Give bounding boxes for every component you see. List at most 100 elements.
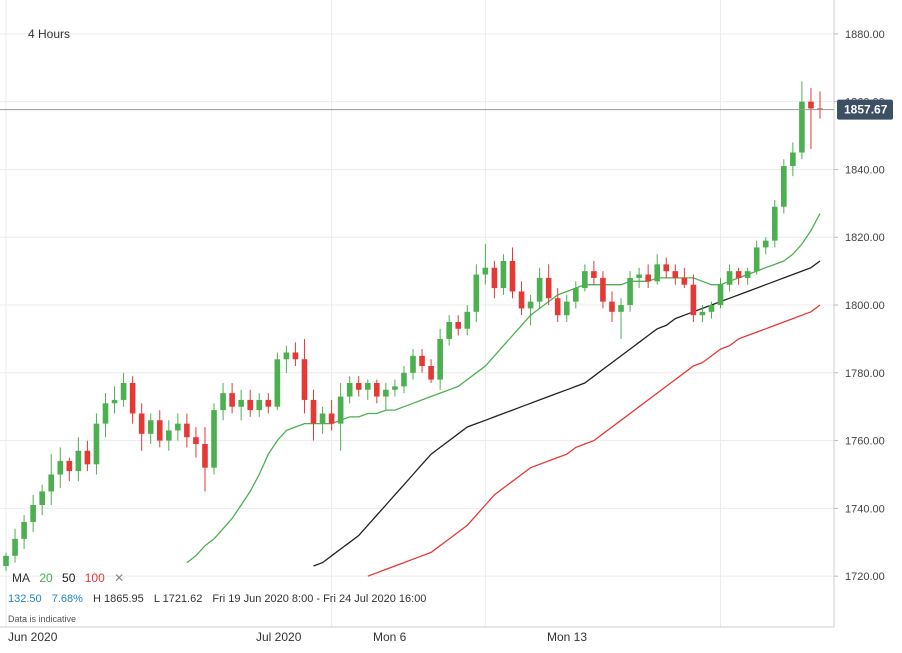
candle-up [726,264,733,292]
candle-body [328,413,335,424]
candle-down [518,281,525,316]
candle-body [220,393,226,411]
candle-body [762,240,769,248]
candle-down [84,440,91,472]
candle-up [563,294,570,322]
y-tick-label: 1720.00 [845,571,885,583]
candle-body [690,284,697,316]
candle-up [482,244,489,285]
candle-down [265,393,272,414]
candle-up [392,379,398,397]
candle-body [672,271,679,278]
candle-up [437,328,443,390]
candle-down [681,267,688,289]
candle-body [355,382,362,390]
candle-up [39,484,45,516]
candle-up [346,376,353,404]
candle-up [627,271,633,312]
candle-body [591,271,597,278]
candle-down [690,274,697,322]
candle-down [428,359,434,383]
candle-body [383,389,389,397]
moving-average-layer [186,213,821,577]
candle-body [717,284,724,306]
candle-up [582,264,588,292]
ma-20-line [186,213,821,564]
candle-body [374,382,380,397]
candle-body [627,277,633,306]
candle-body [419,355,425,367]
ma-50-label[interactable]: 50 [62,571,76,585]
x-tick-label: Jul 2020 [256,630,302,644]
candle-body [147,420,154,434]
candle-up [527,294,534,326]
ma-100-line [367,304,821,577]
candle-body [582,271,588,289]
timeframe-label[interactable]: 4 Hours [28,27,71,41]
candle-body [30,504,36,522]
x-tick-label: Jun 2020 [8,630,58,644]
candle-body [21,521,27,539]
candle-down [545,264,552,306]
ma-label: MA [12,571,30,585]
candle-body [428,366,434,380]
ma-100-label[interactable]: 100 [84,571,105,585]
ma-20-label[interactable]: 20 [39,571,53,585]
disclaimer-note: Data is indicative [8,614,77,624]
candle-down [229,382,235,414]
candle-body [175,423,181,431]
candle-down [328,399,335,431]
candle-up [165,420,172,451]
candle-body [392,386,398,390]
candle-body [699,311,706,316]
current-price-layer: 1857.67 [0,99,893,120]
candle-down [455,315,462,336]
candle-body [193,437,199,444]
candle-up [654,254,661,285]
candle-down [817,91,823,119]
candle-up [753,240,760,275]
candle-down [609,291,615,322]
candle-body [645,274,651,282]
candle-body [808,101,814,109]
y-tick-label: 1880.00 [845,29,885,41]
candle-body [636,274,642,278]
candle-up [175,413,181,441]
candle-up [618,298,624,339]
candle-body [102,403,109,424]
candle-down [600,271,606,309]
candle-body [781,166,787,207]
candle-up [93,413,100,475]
candle-down [301,338,308,414]
candle-down [355,376,362,397]
candle-body [211,410,217,468]
candle-up [536,267,543,309]
candle-up [799,81,805,160]
close-icon[interactable]: ✕ [114,571,125,585]
ma-legend: MA 20 50 100 ✕ [12,571,130,585]
candle-up [762,237,769,255]
candle-up [21,515,27,550]
candle-up [211,403,217,475]
candle-up [111,386,118,414]
candle-up [3,552,9,572]
candle-up [636,267,642,289]
ma-50-line [313,260,821,567]
candle-body [545,277,552,299]
candle-body [473,274,480,312]
candle-down [247,389,254,417]
candle-body [681,277,688,285]
x-tick-label: Mon 13 [547,630,587,644]
candle-body [410,355,416,373]
candle-body [518,291,525,309]
candle-body [817,108,823,110]
candle-body [500,260,507,289]
candle-body [618,305,624,312]
candle-down [184,413,190,448]
candle-body [48,474,55,492]
candle-body [337,396,344,424]
candle-down [591,260,597,285]
candle-body [238,399,244,407]
